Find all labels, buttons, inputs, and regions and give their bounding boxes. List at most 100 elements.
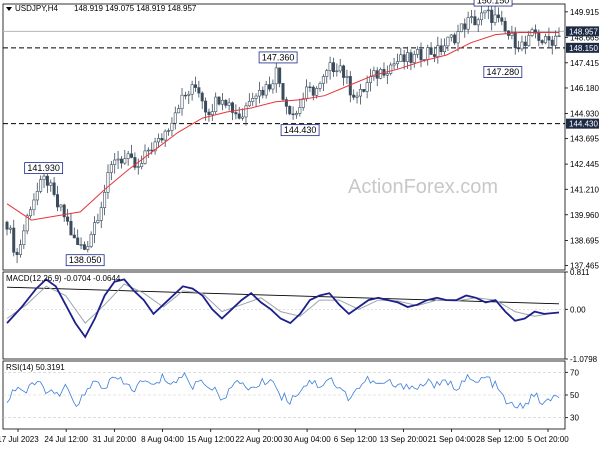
candle [352, 89, 356, 100]
candle [301, 92, 305, 111]
candle [480, 4, 484, 26]
candle [355, 91, 359, 104]
candle [500, 10, 504, 26]
candle-body [170, 122, 174, 131]
price-tick-label: 147.415 [570, 59, 599, 68]
candle-body [325, 70, 329, 77]
candle-body [25, 215, 29, 232]
candle [365, 75, 369, 99]
candle [62, 203, 66, 222]
candle-body [513, 31, 517, 49]
candle [321, 74, 325, 92]
candle [183, 91, 187, 100]
candle-body [12, 227, 16, 253]
candle-body [130, 153, 134, 158]
candle [358, 83, 362, 105]
candle [197, 80, 201, 98]
candle-body [335, 70, 339, 73]
candle [72, 227, 76, 239]
candle-body [183, 94, 187, 97]
candle-body [264, 84, 268, 96]
candle [399, 47, 403, 63]
candle-body [476, 19, 480, 26]
candle-body [547, 36, 551, 41]
candle-body [150, 149, 154, 152]
annotation-box [473, 0, 513, 7]
price-tick-label: 138.695 [570, 237, 599, 246]
candle-body [227, 102, 231, 106]
time-tick-label: 22 Aug 20:00 [235, 435, 283, 444]
candle-body [342, 65, 346, 78]
price-panel-frame [2, 3, 566, 271]
candle [439, 38, 443, 56]
candle-body [305, 86, 309, 99]
candle [335, 63, 339, 77]
time-tick-label: 24 Jul 12:00 [44, 435, 88, 444]
candle [550, 35, 554, 55]
candle-body [399, 54, 403, 63]
candle [496, 7, 500, 23]
candle-body [49, 182, 53, 186]
candle [45, 172, 49, 193]
candle-body [214, 96, 218, 112]
candle [318, 81, 322, 92]
candle [523, 35, 527, 55]
annotation-label: 141.930 [27, 163, 60, 173]
candle [264, 80, 268, 99]
candle [372, 66, 376, 81]
candle-body [288, 106, 292, 115]
candle-body [517, 47, 521, 50]
candle [490, 3, 494, 31]
candle-body [308, 86, 312, 89]
candle-body [426, 47, 430, 60]
rsi-tick-label: 30 [570, 414, 579, 423]
candle-body [220, 99, 224, 105]
candle-body [160, 138, 164, 141]
candle-body [284, 99, 288, 107]
candle-body [261, 89, 265, 96]
candle-body [241, 116, 245, 119]
candle-body [62, 204, 66, 218]
candle [278, 67, 282, 88]
candle-body [372, 70, 376, 77]
candle [533, 24, 537, 39]
rsi-tick-label: 50 [570, 391, 579, 400]
candle-body [29, 209, 33, 217]
candle [15, 248, 19, 264]
time-tick-label: 15 Aug 12:00 [187, 435, 235, 444]
price-highlight-148.150: 148.150 [566, 42, 599, 53]
candle [123, 149, 127, 165]
candle [52, 177, 56, 197]
candle [82, 241, 86, 251]
candle-body [5, 221, 9, 230]
candle [193, 76, 197, 92]
time-tick-label: 5 Oct 20:00 [527, 435, 569, 444]
time-tick-label: 8 Aug 04:00 [141, 435, 184, 444]
candle-body [429, 47, 433, 55]
candle [412, 50, 416, 68]
candle-body [45, 175, 49, 186]
macd-tick-label: -1.0798 [570, 355, 598, 364]
candle [271, 79, 275, 94]
candle [217, 96, 221, 106]
candle [136, 158, 140, 175]
candle-body [210, 111, 214, 115]
price-tick-label: 139.960 [570, 211, 599, 220]
candle-body [224, 99, 228, 106]
candle [177, 104, 181, 114]
candle-body [480, 12, 484, 21]
candle [237, 106, 241, 120]
candle-body [22, 230, 26, 245]
candle-body [527, 35, 531, 47]
candle-body [99, 207, 103, 221]
candle [473, 10, 477, 26]
candle-body [439, 45, 443, 53]
candle [39, 175, 43, 194]
candle [234, 104, 238, 120]
candle-body [268, 84, 272, 90]
candle [59, 204, 63, 212]
candle [483, 10, 487, 20]
candle-body [331, 62, 335, 73]
candle [315, 86, 319, 99]
candle [436, 36, 440, 64]
